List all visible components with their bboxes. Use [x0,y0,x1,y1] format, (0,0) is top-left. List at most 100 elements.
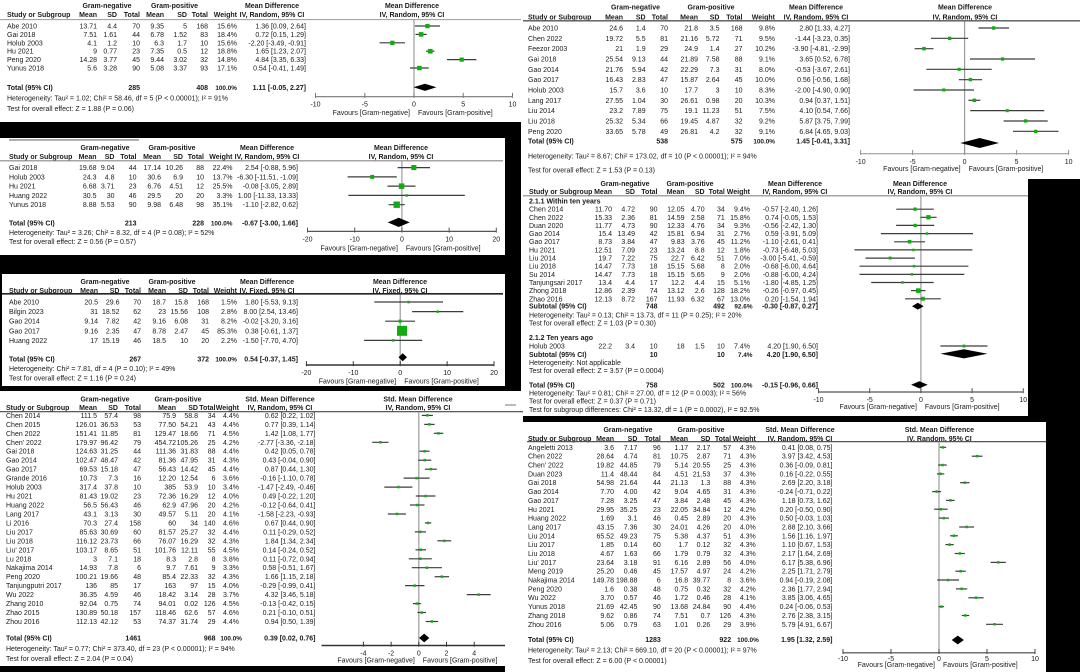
svg-text:79: 79 [653,463,661,470]
svg-text:47.96: 47.96 [180,503,198,510]
svg-text:9.04: 9.04 [674,489,688,496]
svg-text:126: 126 [719,613,731,620]
svg-text:9.8%: 9.8% [759,26,775,33]
svg-text:9.1%: 9.1% [759,57,775,64]
svg-text:1.8%: 1.8% [734,247,750,254]
svg-text:-1.10 [-2.82, 0.62]: -1.10 [-2.82, 0.62] [243,202,298,209]
svg-text:2.76 [2.38, 3.15]: 2.76 [2.38, 3.15] [782,613,833,620]
svg-text:Gao 2014: Gao 2014 [528,67,559,74]
svg-text:10.73: 10.73 [79,476,97,483]
svg-text:Mean: Mean [596,436,614,443]
svg-text:2.69 [2.20, 3.18]: 2.69 [2.20, 3.18] [782,480,833,487]
svg-text:112.13: 112.13 [76,619,97,626]
svg-text:1.56 [1.16, 1.97]: 1.56 [1.16, 1.97] [782,533,833,540]
svg-text:1.79: 1.79 [674,551,688,558]
svg-text:0.98: 0.98 [706,98,720,105]
svg-text:Total (95% CI): Total (95% CI) [9,221,55,228]
svg-text:20: 20 [723,525,731,532]
svg-text:Study or Subgroup: Study or Subgroup [9,288,72,295]
svg-text:21.8: 21.8 [684,26,698,33]
svg-text:46: 46 [133,503,141,510]
svg-text:81: 81 [653,454,661,461]
svg-text:0.49 [-0.22, 1.20]: 0.49 [-0.22, 1.20] [263,494,316,501]
svg-text:Li 2016: Li 2016 [6,520,29,527]
svg-text:13.7%: 13.7% [213,174,233,181]
svg-text:19.82: 19.82 [596,463,614,470]
svg-text:6.16: 6.16 [674,560,688,567]
svg-text:4.3%: 4.3% [223,458,239,465]
svg-text:Total: Total [645,436,661,443]
svg-text:Holub 2003: Holub 2003 [7,40,43,47]
svg-text:7.3: 7.3 [710,67,720,74]
svg-text:72.36: 72.36 [158,494,176,501]
svg-text:502: 502 [713,382,725,389]
svg-text:15.7: 15.7 [609,88,623,95]
svg-text:Angeletti 2013: Angeletti 2013 [528,445,573,452]
svg-text:3.4%: 3.4% [223,485,239,492]
svg-text:267: 267 [129,356,141,363]
svg-text:4.4: 4.4 [107,24,117,31]
svg-text:8.00 [2.54, 13.46]: 8.00 [2.54, 13.46] [244,309,299,316]
svg-text:13.0%: 13.0% [730,296,750,303]
svg-text:0.54 [-0.37, 1.45]: 0.54 [-0.37, 1.45] [244,356,298,363]
svg-text:2.64: 2.64 [706,77,720,84]
svg-text:0: 0 [412,102,416,109]
svg-text:758: 758 [646,382,658,389]
svg-text:228: 228 [192,221,204,228]
svg-text:Mean Difference: Mean Difference [789,5,843,12]
svg-text:0.72 [0.15, 1.29]: 0.72 [0.15, 1.29] [255,32,306,39]
svg-text:408: 408 [196,85,208,92]
svg-text:45: 45 [201,328,209,335]
svg-text:SD: SD [625,189,635,196]
svg-text:Hu 2021: Hu 2021 [529,247,556,254]
svg-text:Favours [Gram-negative]: Favours [Gram-negative] [858,662,935,669]
svg-text:93: 93 [200,66,208,73]
svg-text:20: 20 [735,98,743,105]
svg-text:IV, Random, 95% CI: IV, Random, 95% CI [768,436,833,443]
svg-text:10: 10 [1019,397,1027,404]
svg-text:10: 10 [717,352,725,359]
svg-text:4.70: 4.70 [691,207,705,214]
svg-text:-0.57 [-2.40, 1.26]: -0.57 [-2.40, 1.26] [763,207,818,214]
svg-text:14.42: 14.42 [180,467,198,474]
svg-text:0.77 [0.39, 1.14]: 0.77 [0.39, 1.14] [265,422,316,429]
svg-text:55: 55 [208,547,216,554]
svg-text:25.5%: 25.5% [213,184,233,191]
svg-text:748: 748 [646,304,658,311]
svg-text:1.00 [-11.33, 13.33]: 1.00 [-11.33, 13.33] [238,193,298,200]
svg-text:Holub 2003: Holub 2003 [528,88,564,95]
svg-text:17: 17 [133,583,141,590]
svg-text:0.20 [-0.50, 0.90]: 0.20 [-0.50, 0.90] [780,507,833,514]
svg-text:62.9: 62.9 [162,503,176,510]
svg-text:-0.88 [-6.00, 4.24]: -0.88 [-6.00, 4.24] [763,272,818,279]
svg-text:0.12: 0.12 [697,542,711,549]
svg-text:31: 31 [717,231,725,238]
svg-text:Nakajima 2014: Nakajima 2014 [528,578,575,585]
svg-text:14.8%: 14.8% [217,57,237,64]
svg-text:3.70: 3.70 [600,595,614,602]
svg-text:0.79: 0.79 [697,551,711,558]
svg-text:IV, Random, 95% CI: IV, Random, 95% CI [888,189,953,196]
svg-text:4.51: 4.51 [674,471,688,478]
svg-text:Favours [Gram-positive]: Favours [Gram-positive] [423,657,498,664]
svg-text:6.42: 6.42 [691,256,705,263]
svg-text:8.3: 8.3 [166,556,176,563]
svg-text:22.2: 22.2 [598,344,612,351]
svg-text:Yunus 2018: Yunus 2018 [9,202,46,209]
svg-text:10: 10 [129,174,137,181]
svg-text:2.0%: 2.0% [734,272,750,279]
svg-text:Wu 2022: Wu 2022 [528,595,556,602]
svg-text:0.46: 0.46 [624,569,638,576]
svg-text:45: 45 [132,57,140,64]
svg-text:75: 75 [653,533,661,540]
svg-text:6: 6 [137,565,141,572]
svg-text:4.00: 4.00 [624,489,638,496]
svg-text:-0.08 [-3.05, 2.89]: -0.08 [-3.05, 2.89] [243,184,298,191]
svg-text:9.14: 9.14 [84,319,98,326]
svg-text:12: 12 [723,507,731,514]
svg-text:1.69: 1.69 [600,516,614,523]
svg-text:-0.67 [-3.00, 1.66]: -0.67 [-3.00, 1.66] [242,221,298,228]
svg-text:9.16: 9.16 [152,319,166,326]
svg-text:18.42: 18.42 [158,592,176,599]
svg-text:0.38: 0.38 [624,586,638,593]
